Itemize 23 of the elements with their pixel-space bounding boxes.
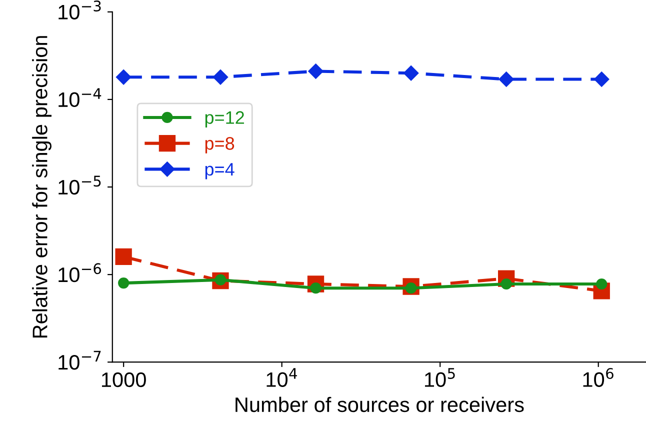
point [118, 277, 130, 289]
x-tick-label: 10$^{5}$ [425, 368, 455, 387]
y-tick-label: 10$^{−6}$ [58, 263, 102, 282]
x-tick-label: 1000 [102, 372, 146, 388]
point [212, 70, 228, 85]
y-tick-label: 10$^{−4}$ [58, 88, 102, 108]
y-tick-label: 10$^{−7}$ [58, 350, 101, 370]
legend-label: p=4 [205, 163, 234, 180]
point [116, 70, 132, 85]
point [308, 64, 324, 79]
y-tick-label: 10$^{−3}$ [58, 0, 101, 20]
x-tick-label: 10$^{6}$ [583, 368, 614, 387]
point [594, 72, 610, 87]
legend-label: p=8 [205, 137, 234, 154]
x-axis-title: Number of sources or receivers [236, 396, 524, 412]
point [403, 66, 419, 81]
point [596, 278, 608, 290]
y-tick-label: 10$^{−5}$ [58, 176, 101, 195]
legend-label: p=12 [205, 111, 244, 128]
point [115, 248, 132, 266]
x-tick-label: 10$^{4}$ [266, 368, 297, 387]
point [498, 72, 514, 87]
y-axis-title: Relative error for single precision [32, 36, 52, 338]
